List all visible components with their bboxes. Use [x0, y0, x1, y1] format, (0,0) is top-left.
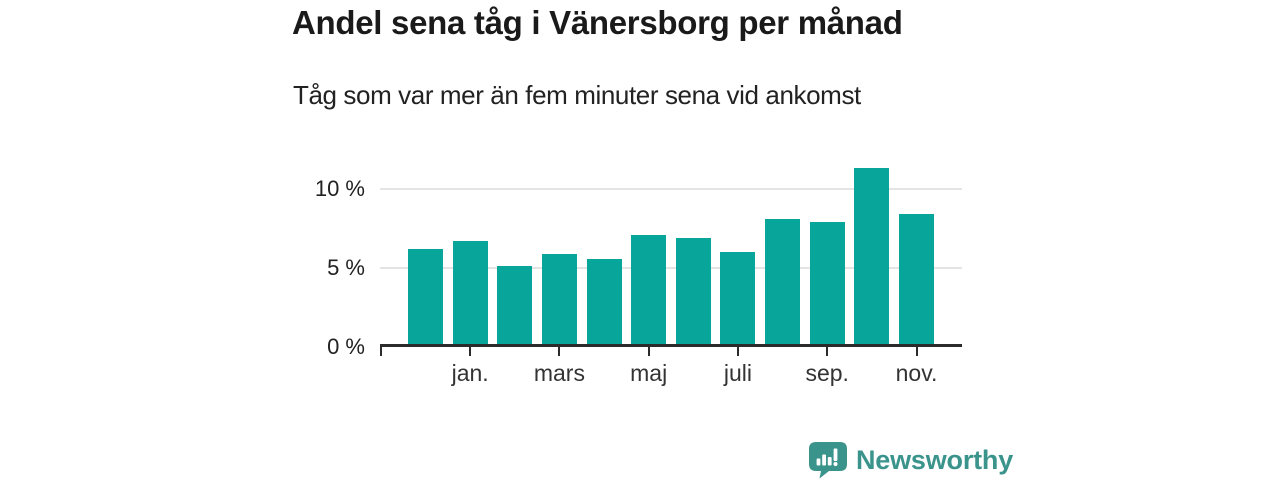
bar-dec.	[408, 249, 443, 347]
y-gridline-5	[380, 267, 962, 269]
x-axis-tick-mars	[558, 347, 561, 356]
chart-container: Andel sena tåg i Vänersborg per månad Tå…	[290, 0, 1013, 480]
bar-feb.	[497, 266, 533, 347]
bar-juli	[720, 252, 756, 347]
bar-mars	[541, 253, 577, 347]
x-axis-line	[380, 344, 962, 347]
bars-group	[408, 157, 934, 347]
x-axis-tick-jan.	[469, 347, 472, 356]
x-axis-label-maj: maj	[630, 360, 668, 386]
x-axis-label-juli: juli	[723, 360, 753, 386]
bar-juni	[675, 237, 711, 347]
chart-title: Andel sena tåg i Vänersborg per månad	[292, 4, 903, 41]
y-gridline-10	[380, 188, 962, 190]
x-axis-label-jan.: jan.	[451, 360, 489, 386]
newsworthy-logo-icon	[809, 442, 847, 479]
bar-maj	[631, 234, 667, 347]
x-axis-label-sep.: sep.	[805, 360, 849, 386]
x-axis-origin-tick	[380, 347, 382, 356]
bar-apr.	[586, 258, 622, 347]
bar-chart-plot-area: 0 % 5 % 10 % jan. mars maj juli sep. nov.	[315, 157, 962, 386]
bar-jan.	[452, 241, 488, 347]
bar-aug.	[765, 219, 800, 347]
chart-subtitle: Tåg som var mer än fem minuter sena vid …	[293, 80, 861, 110]
y-axis-label-10: 10 %	[314, 176, 365, 201]
x-axis-tick-nov.	[915, 347, 918, 356]
y-axis-label-5: 5 %	[327, 255, 365, 280]
x-axis-label-nov.: nov.	[895, 360, 938, 386]
y-axis-label-0: 0 %	[327, 334, 365, 359]
x-axis-label-mars: mars	[533, 360, 585, 386]
newsworthy-logo: Newsworthy	[808, 441, 1013, 479]
bar-nov.	[898, 214, 934, 347]
x-axis-tick-sep.	[826, 347, 829, 356]
x-axis-tick-juli	[736, 347, 739, 356]
newsworthy-logo-text: Newsworthy	[856, 444, 1014, 475]
bar-sep.	[809, 222, 845, 347]
x-axis-tick-maj	[647, 347, 650, 356]
bar-okt.	[854, 168, 890, 347]
